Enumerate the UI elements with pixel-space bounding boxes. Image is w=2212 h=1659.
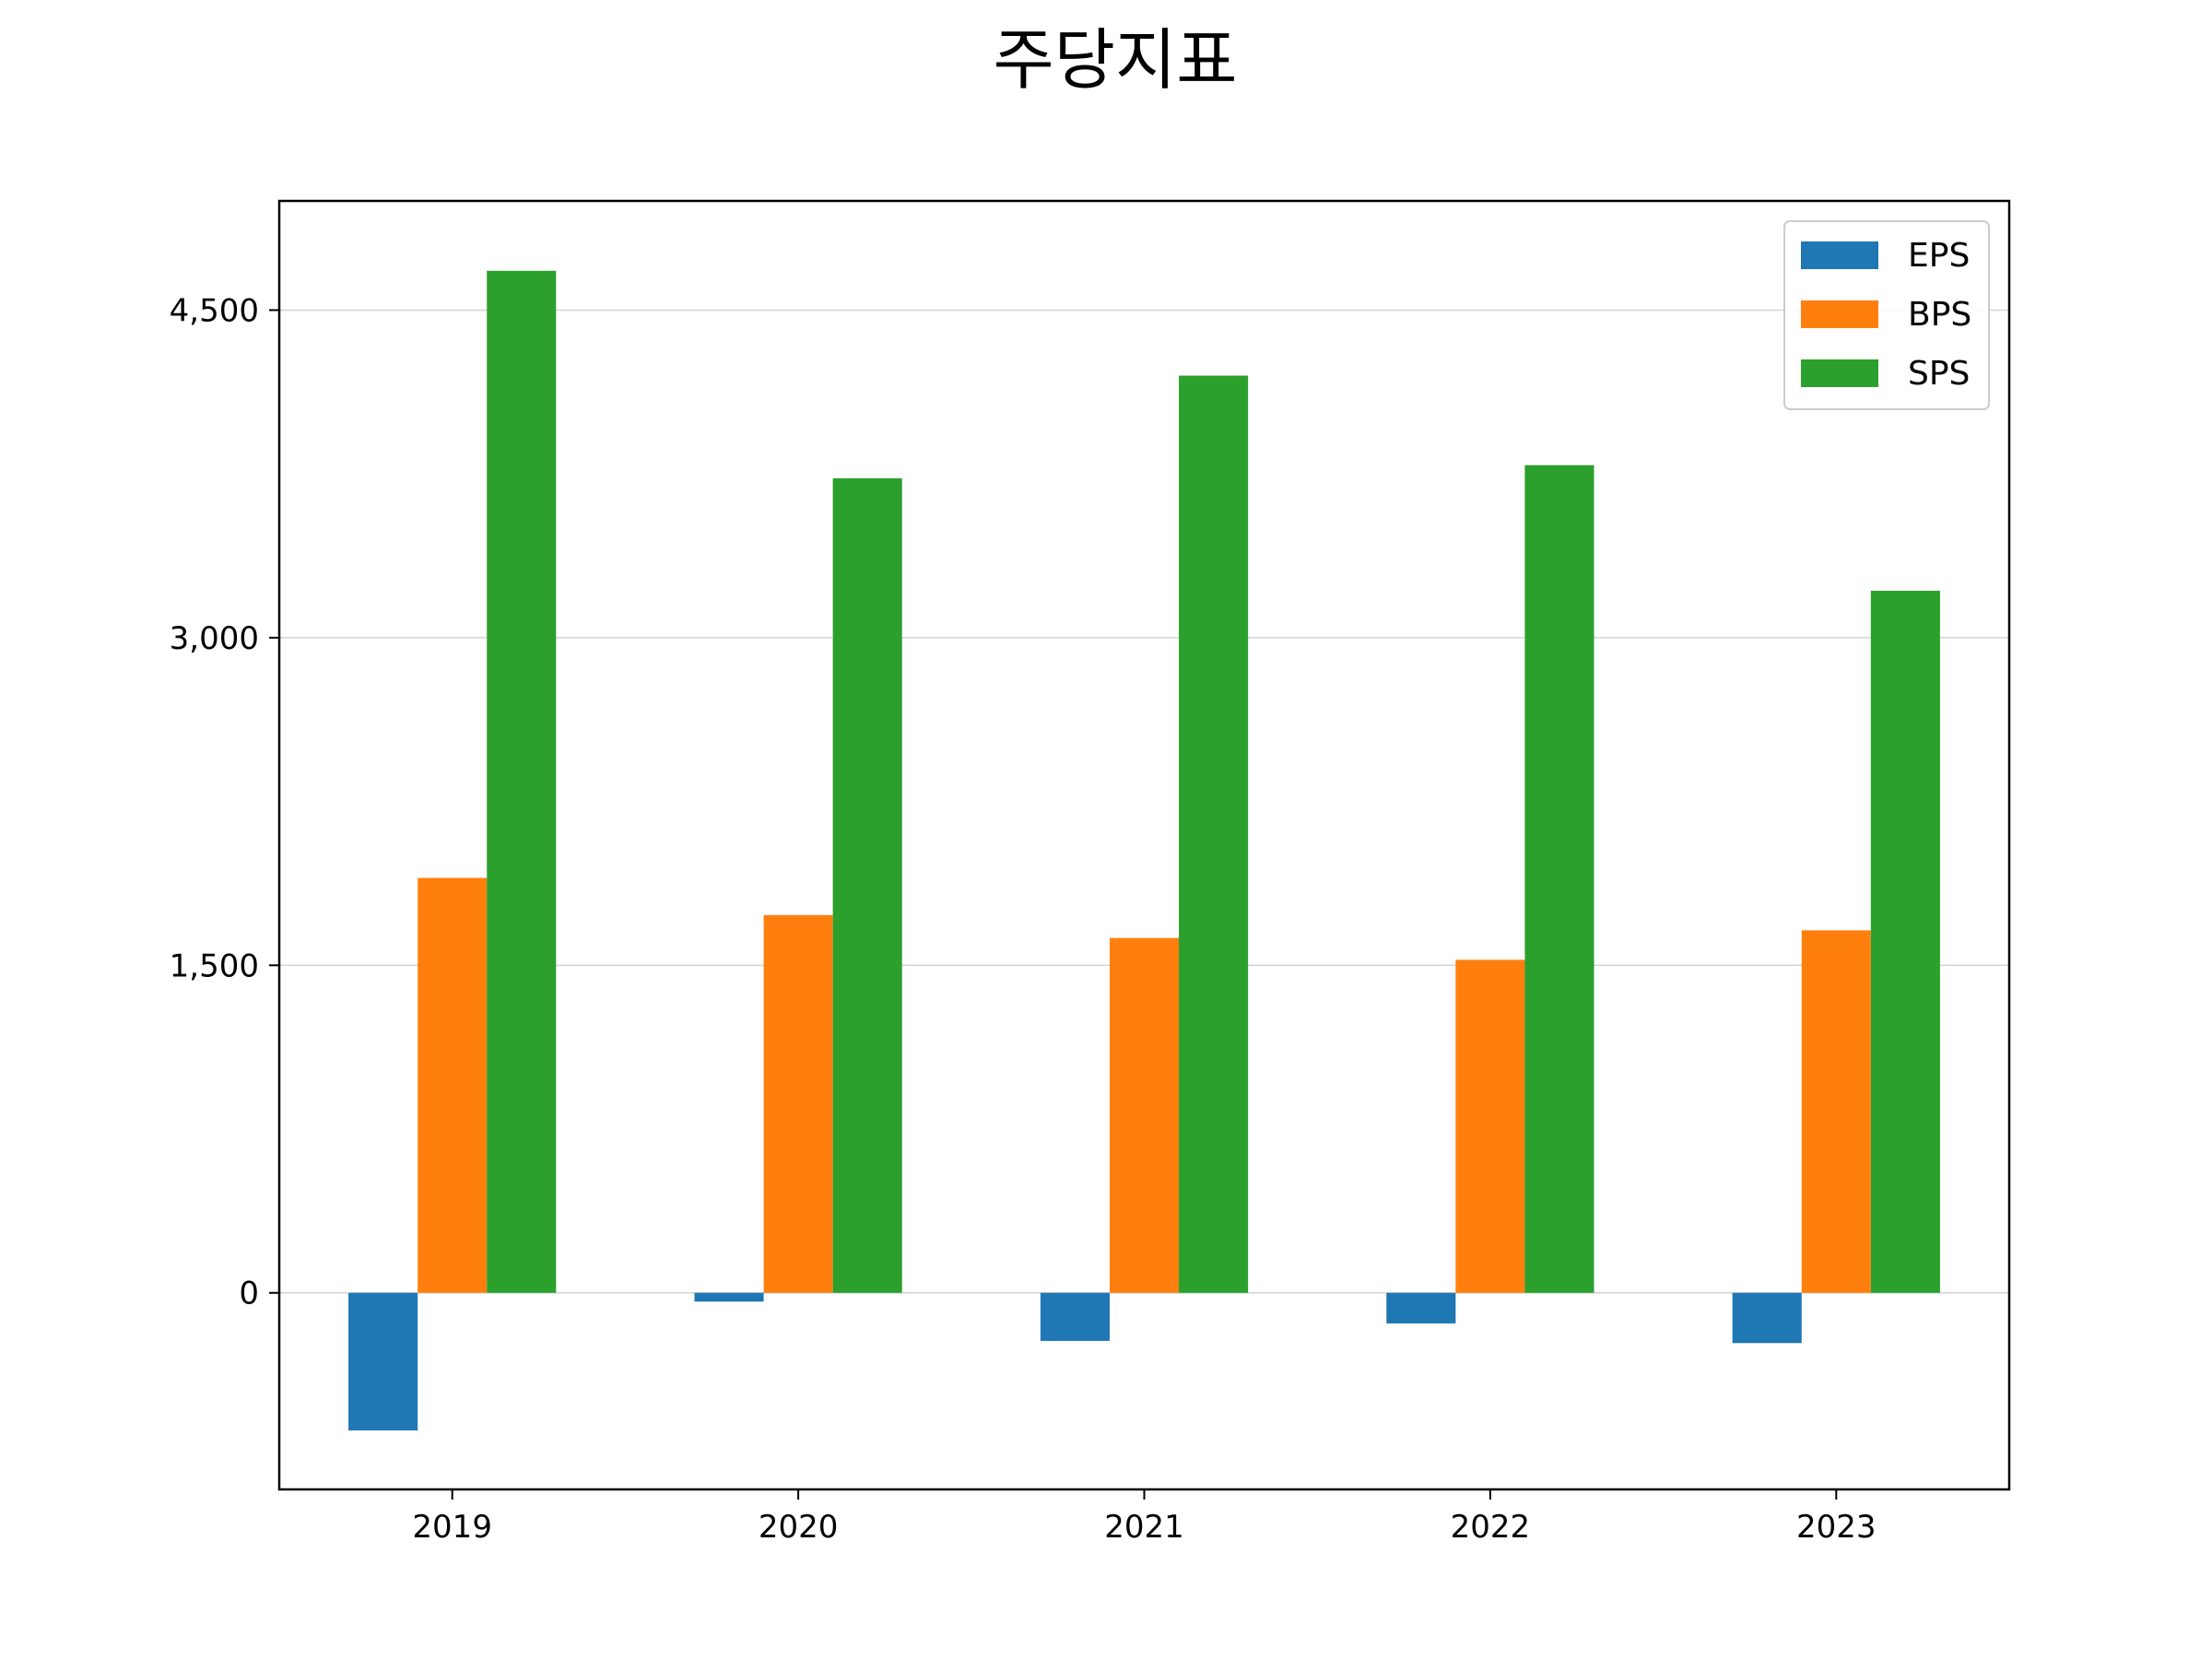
bar-bps-2019	[418, 877, 488, 1293]
legend: EPS BPS SPS	[1783, 220, 1990, 410]
bar-sps-2022	[1524, 465, 1594, 1293]
legend-label-bps: BPS	[1908, 296, 1971, 334]
bar-bps-2022	[1455, 959, 1525, 1293]
bars	[348, 270, 1940, 1431]
x-tick-label: 2023	[1796, 1509, 1877, 1546]
bar-sps-2021	[1179, 375, 1249, 1293]
bar-bps-2020	[763, 914, 833, 1293]
axes: 0 1,500 3,000 4,500 2019 2020 2021 2022 2023	[170, 292, 1877, 1546]
y-tick-label: 4,500	[170, 292, 259, 329]
y-tick-label: 3,000	[170, 620, 259, 657]
bar-sps-2020	[832, 477, 902, 1293]
x-tick-label: 2021	[1104, 1509, 1184, 1546]
bar-eps-2019	[348, 1292, 418, 1431]
bar-bps-2021	[1109, 937, 1180, 1293]
bar-eps-2021	[1040, 1292, 1110, 1341]
legend-label-eps: EPS	[1908, 237, 1970, 275]
y-tick-label: 0	[239, 1276, 259, 1312]
bar-bps-2023	[1801, 930, 1871, 1293]
bar-sps-2023	[1870, 590, 1940, 1293]
x-tick-label: 2020	[759, 1509, 839, 1546]
x-tick-label: 2022	[1451, 1509, 1531, 1546]
legend-swatch-eps	[1801, 241, 1878, 269]
legend-label-sps: SPS	[1908, 355, 1970, 393]
legend-swatch-sps	[1801, 359, 1878, 387]
chart-title: 주당지표	[994, 21, 1238, 99]
legend-swatch-bps	[1801, 300, 1878, 328]
bar-eps-2022	[1386, 1292, 1456, 1324]
bar-sps-2019	[487, 270, 557, 1293]
x-tick-label: 2019	[412, 1509, 492, 1546]
bar-eps-2020	[694, 1292, 764, 1302]
y-tick-label: 1,500	[170, 947, 259, 984]
bar-eps-2023	[1732, 1292, 1802, 1344]
